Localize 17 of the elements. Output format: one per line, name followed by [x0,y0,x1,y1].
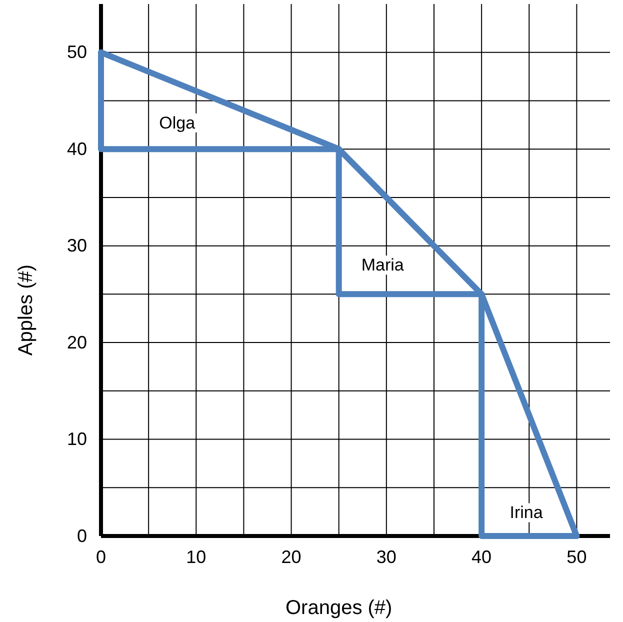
x-tick-label: 0 [96,546,106,567]
annotation: Irina [510,503,544,522]
y-tick-label: 40 [66,138,87,159]
y-tick-label: 10 [66,429,87,450]
x-tick-label: 20 [281,546,302,567]
y-tick-label: 0 [76,526,87,546]
y-tick-label: 50 [66,42,87,62]
x-axis-title: Oranges (#) [285,597,392,619]
y-tick-label: 30 [66,236,87,256]
x-tick-label: 30 [376,546,396,567]
x-tick-label: 40 [472,546,492,567]
annotation: Maria [361,256,404,275]
x-tick-label: 50 [566,546,587,567]
x-tick-label: 10 [186,546,206,567]
y-tick-label: 20 [66,332,87,352]
y-axis-title: Apples (#) [15,264,37,356]
annotation: Olga [159,113,196,132]
